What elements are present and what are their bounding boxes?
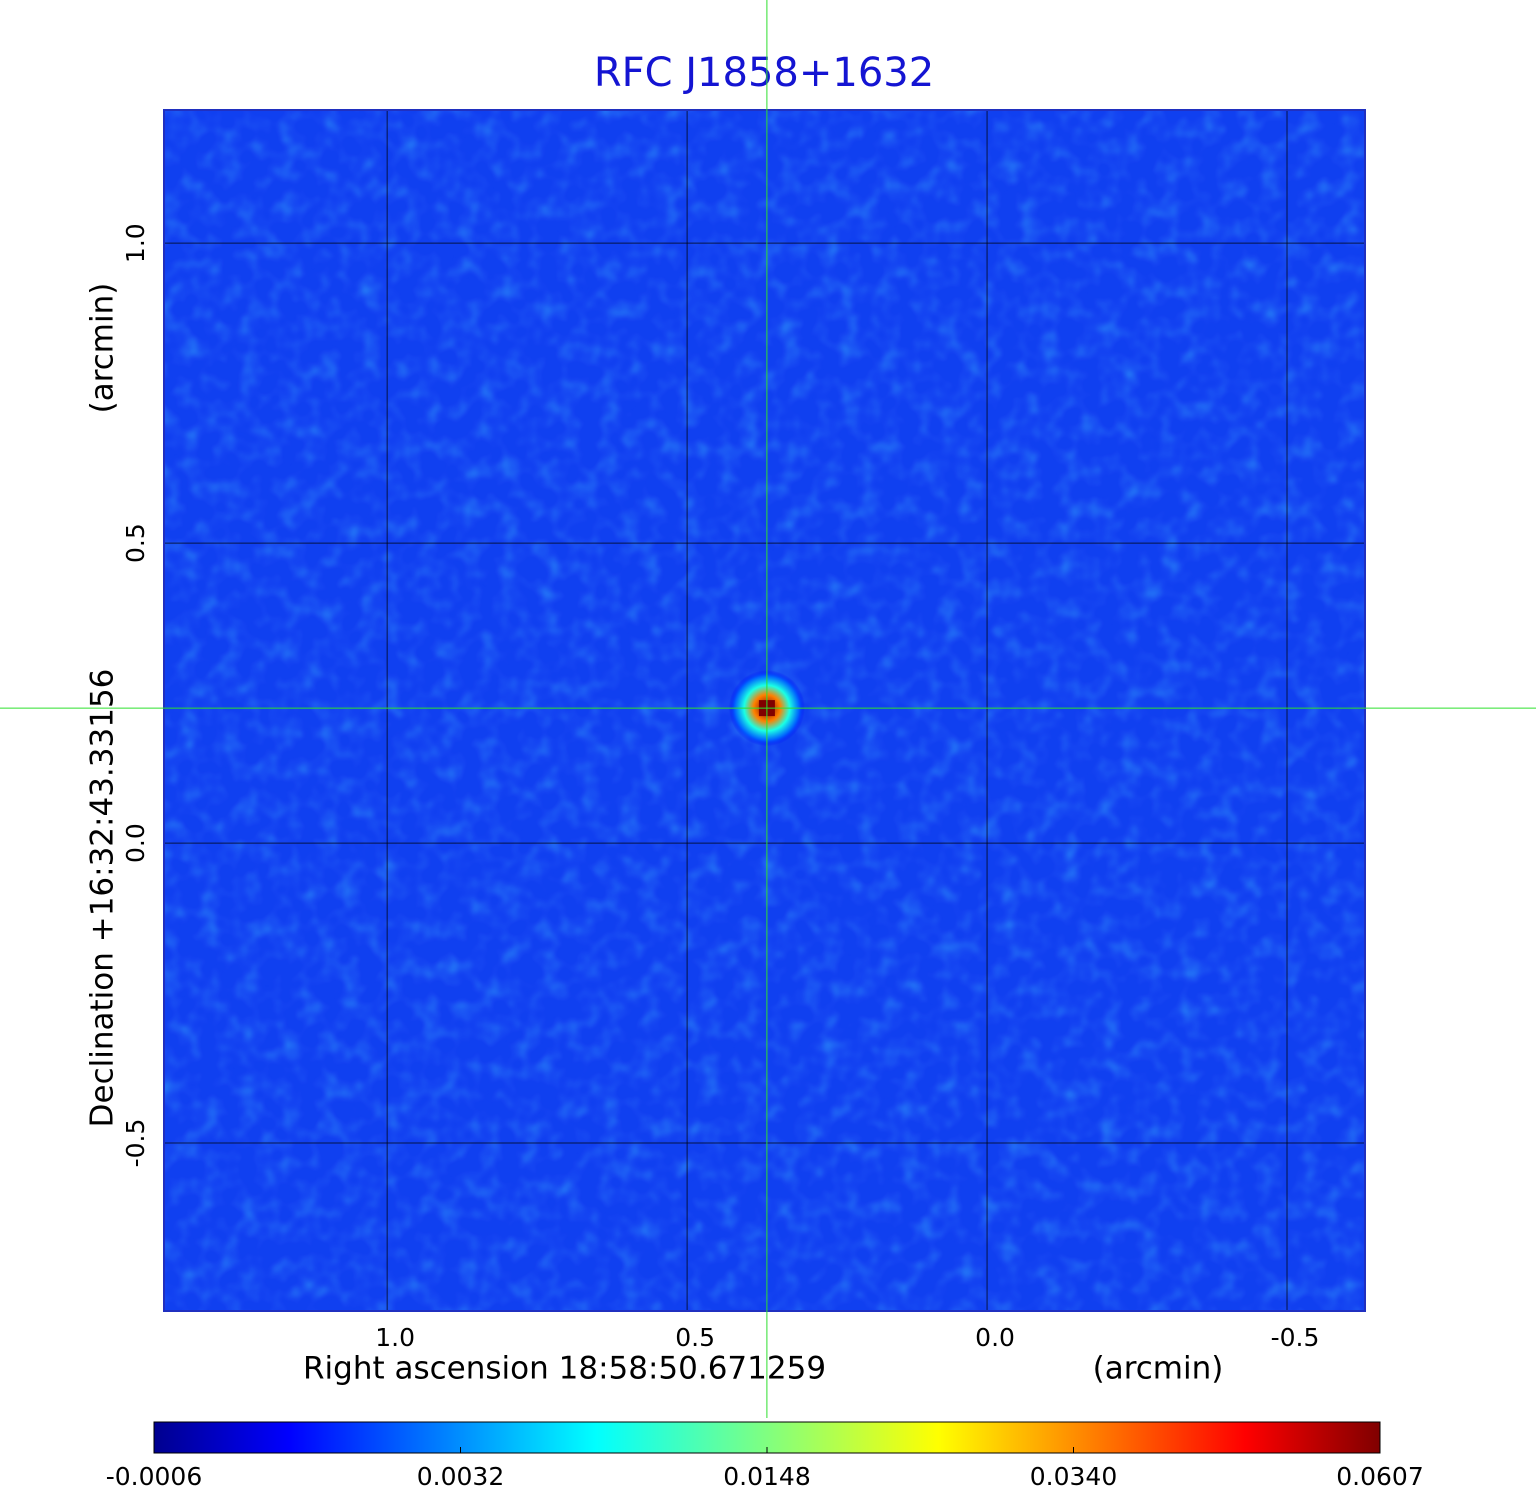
colorbar-tick-label: 0.0148 [723,1462,810,1491]
chart-title: RFC J1858+1632 [594,50,934,96]
y-axis-label: Declination +16:32:43.33156 [85,669,121,1128]
x-tick-label: 1.0 [375,1323,415,1352]
x-tick-label: 0.0 [975,1323,1015,1352]
x-tick-label: 0.5 [675,1323,715,1352]
y-axis-unit: (arcmin) [85,283,121,414]
colorbar-tick-label: 0.0607 [1336,1462,1423,1491]
plot-frame [163,109,1366,1312]
colorbar-tick-label: -0.0006 [106,1462,203,1491]
y-tick-label: 1.0 [121,223,150,263]
y-tick-label: 0.5 [121,523,150,563]
colorbar-tick-label: 0.0340 [1030,1462,1117,1491]
x-axis-unit: (arcmin) [1093,1351,1224,1387]
y-tick-label: 0.0 [121,823,150,863]
x-tick-label: -0.5 [1271,1323,1320,1352]
x-axis-label: Right ascension 18:58:50.671259 [303,1351,826,1387]
y-tick-label: -0.5 [121,1119,150,1168]
colorbar-tick-label: 0.0032 [417,1462,504,1491]
